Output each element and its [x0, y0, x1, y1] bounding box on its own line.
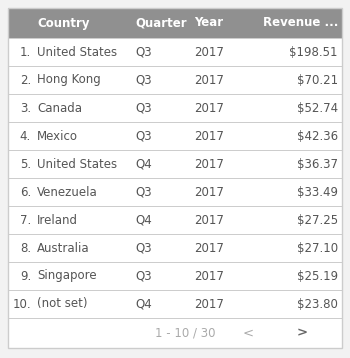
Text: $42.36: $42.36	[297, 130, 338, 142]
Text: Venezuela: Venezuela	[37, 185, 98, 198]
Text: Q3: Q3	[135, 242, 152, 255]
Text: Country: Country	[37, 16, 90, 29]
Text: 10.: 10.	[12, 297, 31, 310]
Bar	[8, 94, 342, 122]
Text: $27.10: $27.10	[297, 242, 338, 255]
Text: $198.51: $198.51	[289, 45, 338, 58]
Text: 6.: 6.	[20, 185, 31, 198]
Text: >: >	[296, 326, 308, 339]
Text: 2017: 2017	[194, 45, 224, 58]
Text: Q3: Q3	[135, 185, 152, 198]
Text: 4.: 4.	[20, 130, 31, 142]
Text: 7.: 7.	[20, 213, 31, 227]
Text: 2017: 2017	[194, 297, 224, 310]
Text: $27.25: $27.25	[297, 213, 338, 227]
Text: 5.: 5.	[20, 158, 31, 170]
Text: $33.49: $33.49	[297, 185, 338, 198]
Text: 1 - 10 / 30: 1 - 10 / 30	[155, 326, 215, 339]
Text: Q4: Q4	[135, 297, 152, 310]
Text: 2017: 2017	[194, 158, 224, 170]
Bar	[8, 318, 342, 348]
Text: $52.74: $52.74	[297, 102, 338, 115]
Bar	[8, 66, 342, 94]
Text: Q3: Q3	[135, 130, 152, 142]
Bar	[8, 8, 342, 38]
Text: 2017: 2017	[194, 213, 224, 227]
Bar	[8, 178, 342, 206]
Text: <: <	[243, 326, 254, 339]
Text: Q3: Q3	[135, 102, 152, 115]
Bar	[8, 234, 342, 262]
Text: Canada: Canada	[37, 102, 82, 115]
Bar	[8, 262, 342, 290]
Text: Year: Year	[194, 16, 223, 29]
Text: 2017: 2017	[194, 102, 224, 115]
Text: $36.37: $36.37	[297, 158, 338, 170]
Text: 2017: 2017	[194, 130, 224, 142]
Text: Australia: Australia	[37, 242, 90, 255]
Text: 2017: 2017	[194, 270, 224, 282]
Text: 9.: 9.	[20, 270, 31, 282]
Text: Quarter: Quarter	[135, 16, 187, 29]
Text: $25.19: $25.19	[297, 270, 338, 282]
Text: (not set): (not set)	[37, 297, 88, 310]
Text: Singapore: Singapore	[37, 270, 97, 282]
Text: 8.: 8.	[20, 242, 31, 255]
Text: Q3: Q3	[135, 73, 152, 87]
Text: Q4: Q4	[135, 158, 152, 170]
Text: 2017: 2017	[194, 185, 224, 198]
Text: 2017: 2017	[194, 242, 224, 255]
Text: Q4: Q4	[135, 213, 152, 227]
Bar	[8, 206, 342, 234]
Text: United States: United States	[37, 45, 117, 58]
Text: Ireland: Ireland	[37, 213, 78, 227]
Text: Mexico: Mexico	[37, 130, 78, 142]
Text: Q3: Q3	[135, 45, 152, 58]
Text: Hong Kong: Hong Kong	[37, 73, 101, 87]
Text: Q3: Q3	[135, 270, 152, 282]
Text: 3.: 3.	[20, 102, 31, 115]
Text: 2.: 2.	[20, 73, 31, 87]
Text: Revenue ...: Revenue ...	[262, 16, 338, 29]
Bar	[8, 290, 342, 318]
Text: 2017: 2017	[194, 73, 224, 87]
Bar	[8, 150, 342, 178]
Text: $70.21: $70.21	[297, 73, 338, 87]
Bar	[8, 122, 342, 150]
Text: $23.80: $23.80	[297, 297, 338, 310]
Text: United States: United States	[37, 158, 117, 170]
Bar	[8, 38, 342, 66]
Text: 1.: 1.	[20, 45, 31, 58]
